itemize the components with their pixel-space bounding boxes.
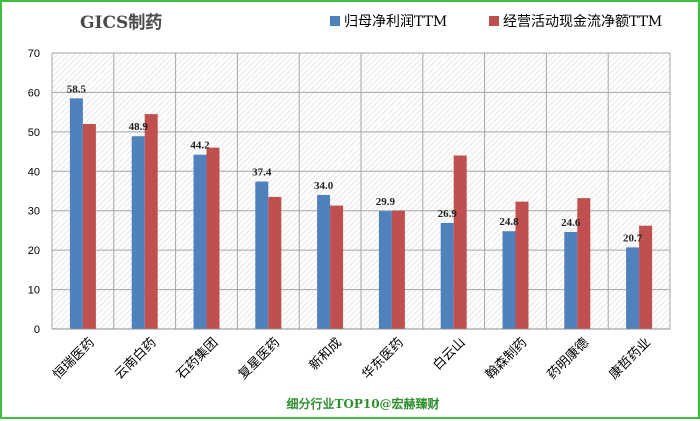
bar-cashflow — [515, 201, 529, 329]
legend-swatch-cashflow — [489, 16, 499, 26]
x-tick-label: 白云山 — [430, 335, 469, 374]
y-tick-label: 50 — [28, 127, 40, 139]
y-tick-label: 70 — [28, 48, 40, 60]
bar-cashflow — [206, 147, 220, 329]
legend-swatch-profit — [330, 16, 340, 26]
data-label: 48.9 — [129, 121, 149, 133]
x-tick-label: 华东医药 — [359, 335, 406, 382]
x-tick-label: 恒瑞医药 — [50, 335, 97, 382]
data-label: 29.9 — [376, 196, 396, 208]
bar-profit — [193, 154, 207, 329]
y-tick-label: 30 — [28, 206, 40, 218]
x-tick-label: 云南白药 — [111, 335, 159, 383]
x-axis-ticks: 恒瑞医药 云南白药 石药集团 复星医药 新和成 华东医药 白云山 翰森制药 药明康德 康哲药业 — [50, 335, 654, 383]
bar-cashflow — [391, 210, 405, 329]
bar-profit — [626, 247, 640, 329]
bar-profit — [255, 181, 269, 329]
data-label: 37.4 — [252, 167, 272, 179]
legend: 归母净利润TTM 经营活动现金流净额TTM — [330, 13, 662, 30]
y-tick-label: 60 — [28, 87, 40, 99]
bar-profit — [378, 211, 392, 329]
y-tick-label: 40 — [28, 166, 40, 178]
data-label: 26.9 — [438, 208, 458, 220]
data-labels: 58.5 48.9 44.2 37.4 34.0 29.9 26.9 24.8 24.6 20.7 — [67, 83, 643, 244]
chart-footer: 细分行业TOP10@宏赫臻财 — [286, 396, 439, 411]
y-tick-label: 0 — [34, 324, 40, 336]
x-tick-label: 复星医药 — [236, 335, 283, 382]
data-label: 24.6 — [561, 217, 581, 229]
x-tick-label: 康哲药业 — [606, 335, 654, 383]
x-tick-label: 药明康德 — [544, 335, 592, 383]
data-label: 44.2 — [190, 140, 210, 152]
bar-cashflow — [144, 114, 158, 329]
y-axis-ticks: 0 10 20 30 40 50 60 70 — [28, 48, 40, 336]
bar-cashflow — [82, 123, 96, 329]
data-label: 24.8 — [499, 216, 519, 228]
bar-cashflow — [453, 155, 467, 329]
bar-cashflow — [639, 225, 653, 329]
bar-profit — [69, 98, 83, 329]
data-label: 34.0 — [314, 180, 334, 192]
legend-label-profit: 归母净利润TTM — [344, 13, 447, 30]
bars — [69, 98, 653, 329]
bar-cashflow — [268, 196, 282, 329]
y-tick-label: 20 — [28, 245, 40, 257]
x-tick-label: 新和成 — [306, 335, 345, 374]
bar-profit — [131, 136, 145, 329]
bar-profit — [564, 232, 578, 329]
chart-title: GICS制药 — [80, 12, 162, 33]
bar-profit — [502, 231, 516, 329]
bar-cashflow — [577, 198, 591, 329]
x-tick-label: 石药集团 — [173, 335, 221, 383]
y-tick-label: 10 — [28, 285, 40, 297]
bar-profit — [440, 222, 454, 329]
x-tick-label: 翰森制药 — [483, 335, 530, 382]
bar-cashflow — [330, 205, 344, 329]
data-label: 58.5 — [67, 83, 87, 95]
legend-label-cashflow: 经营活动现金流净额TTM — [503, 14, 662, 30]
bar-profit — [317, 194, 331, 329]
data-label: 20.7 — [623, 232, 643, 244]
